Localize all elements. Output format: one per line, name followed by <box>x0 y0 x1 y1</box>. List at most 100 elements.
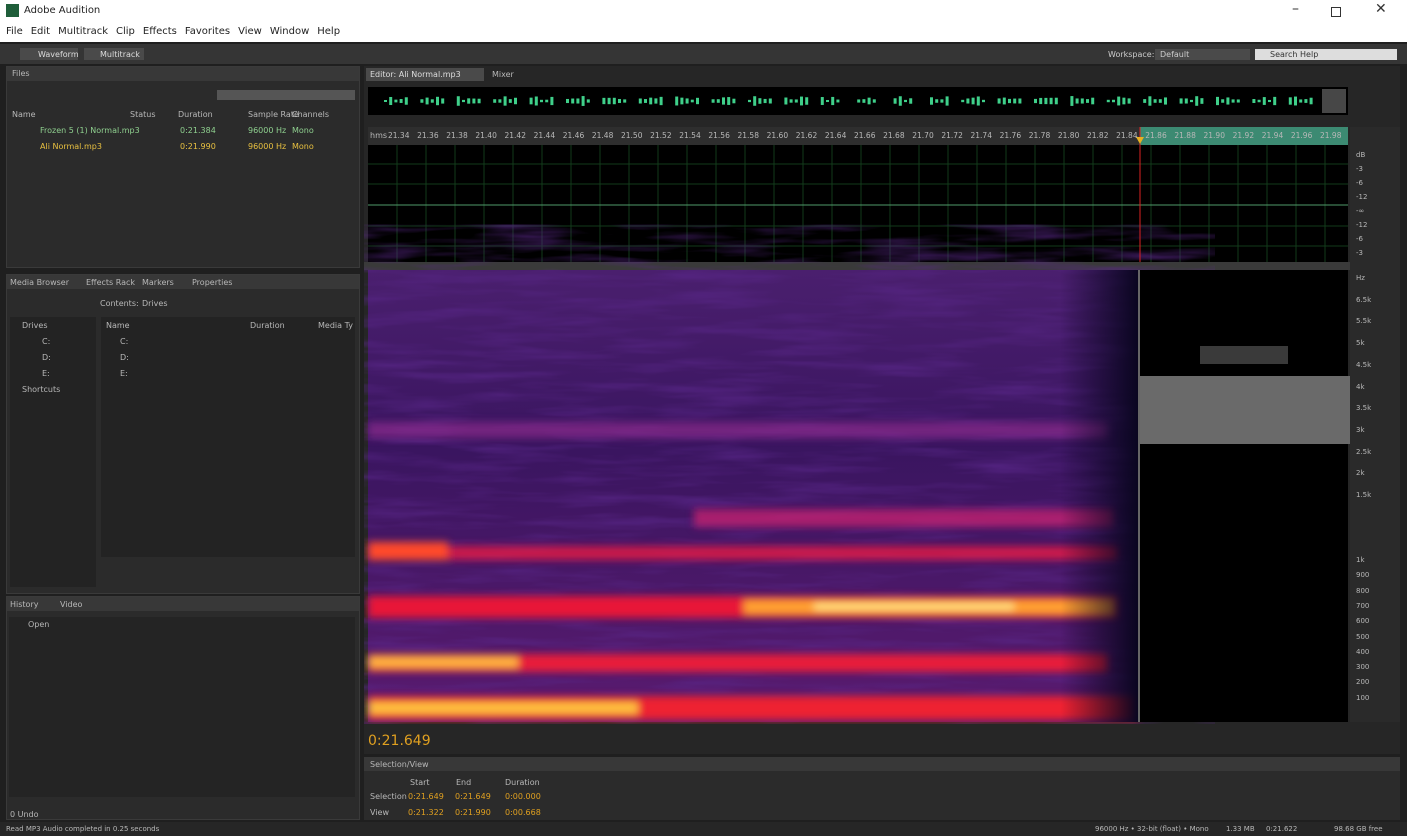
tree-item[interactable]: D: <box>42 353 51 363</box>
hud-toolbar[interactable] <box>1200 346 1288 364</box>
overview-blip <box>1185 98 1188 103</box>
file-cell[interactable]: 96000 Hz <box>248 126 286 136</box>
overview-blip <box>431 99 434 102</box>
panel-tab[interactable]: Media Browser <box>10 278 69 288</box>
overview-blip <box>545 100 548 103</box>
menu-item[interactable]: Effects <box>143 27 177 37</box>
hz-label: 900 <box>1356 570 1369 580</box>
db-label: -6 <box>1356 234 1363 244</box>
menu-item[interactable]: File <box>6 27 23 37</box>
row-label: Selection <box>370 792 407 802</box>
overview-blip <box>1200 98 1203 104</box>
ruler-label: 21.46 <box>563 131 584 141</box>
file-cell[interactable]: 96000 Hz <box>248 142 286 152</box>
maximize[interactable] <box>1331 7 1341 17</box>
panel-tab[interactable]: History <box>10 600 38 610</box>
panel-tab[interactable]: Effects Rack <box>86 278 135 288</box>
overview-blip <box>644 99 647 103</box>
minimize[interactable]: – <box>1292 4 1299 14</box>
overview-blip <box>1273 97 1276 105</box>
overview-blip <box>566 99 569 103</box>
overview-blip <box>961 100 964 102</box>
hz-label: 3k <box>1356 425 1365 435</box>
tree-item[interactable]: Drives <box>22 321 48 331</box>
file-cell[interactable]: Ali Normal.mp3 <box>40 142 102 152</box>
list-item[interactable]: C: <box>120 337 128 347</box>
overview-blip <box>717 99 720 103</box>
db-label: dB <box>1356 150 1365 160</box>
history-panel <box>6 596 360 820</box>
overview-blip <box>1164 97 1167 104</box>
overview-blip <box>795 99 798 102</box>
menu-item[interactable]: Favorites <box>185 27 230 37</box>
app-window: Adobe Audition – ✕ (() => { const data =… <box>0 0 1407 836</box>
menu-item[interactable]: Window <box>270 27 309 37</box>
overview-blip <box>1299 99 1302 102</box>
menu-item[interactable]: Clip <box>116 27 135 37</box>
history-item[interactable]: Open <box>28 620 49 630</box>
menu-item[interactable]: Help <box>317 27 340 37</box>
contents-value[interactable]: Drives <box>142 299 168 309</box>
multitrack-label[interactable]: Multitrack <box>100 50 140 60</box>
overview-blip <box>654 98 657 103</box>
search-placeholder[interactable]: Search Help <box>1270 50 1318 60</box>
overview-blip <box>405 97 408 104</box>
ruler-label: 21.48 <box>592 131 613 141</box>
close[interactable]: ✕ <box>1375 4 1387 14</box>
panel-tab[interactable]: Properties <box>192 278 232 288</box>
overview-blip <box>894 98 897 103</box>
overview-blip <box>1148 96 1151 105</box>
file-cell[interactable]: 0:21.384 <box>180 126 216 136</box>
hud-selection <box>1140 376 1350 444</box>
tree-pane <box>10 317 96 587</box>
mixer-tab[interactable]: Mixer <box>492 70 514 80</box>
menu-item[interactable]: Edit <box>31 27 50 37</box>
files-tab[interactable]: Files <box>12 69 30 79</box>
time-value: 0:00.000 <box>505 792 541 802</box>
file-cell[interactable]: Mono <box>292 126 314 136</box>
workspace-value[interactable]: Default <box>1160 50 1189 60</box>
overview-blip <box>1070 96 1073 106</box>
menu-item[interactable]: Multitrack <box>58 27 108 37</box>
overview-blip <box>680 98 683 105</box>
file-cell[interactable]: Frozen 5 (1) Normal.mp3 <box>40 126 140 136</box>
hz-label: 200 <box>1356 677 1369 687</box>
app-icon <box>6 4 19 17</box>
db-label: -3 <box>1356 248 1363 258</box>
overview-blip <box>1221 99 1224 103</box>
overview-blip <box>462 100 465 102</box>
tree-item[interactable]: E: <box>42 369 50 379</box>
ruler-label: 21.36 <box>417 131 438 141</box>
menu-item[interactable]: View <box>238 27 262 37</box>
ruler-label: 21.40 <box>475 131 496 141</box>
current-time: 0:21.649 <box>368 733 431 749</box>
ruler-label: 21.62 <box>796 131 817 141</box>
overview-blip <box>722 97 725 104</box>
overview-blip <box>436 97 439 105</box>
list-item[interactable]: E: <box>120 369 128 379</box>
waveform-label[interactable]: Waveform <box>38 50 79 60</box>
editor-tab[interactable]: Editor: Ali Normal.mp3 <box>370 70 461 80</box>
list-item[interactable]: D: <box>120 353 129 363</box>
file-cell[interactable]: Mono <box>292 142 314 152</box>
tree-item[interactable]: C: <box>42 337 50 347</box>
overview-range[interactable] <box>1322 89 1346 113</box>
tree-item[interactable]: Shortcuts <box>22 385 60 395</box>
time-value: 0:00.668 <box>505 808 541 818</box>
file-cell[interactable]: 0:21.990 <box>180 142 216 152</box>
ruler-label: 21.98 <box>1320 131 1341 141</box>
panel-tab[interactable]: Markers <box>142 278 174 288</box>
column-header: Status <box>130 110 156 120</box>
overview-blip <box>660 97 663 105</box>
panel-tab[interactable]: Video <box>60 600 82 610</box>
overview-blip <box>1232 99 1235 102</box>
column-header: Media Ty <box>318 321 353 331</box>
overview-blip <box>821 97 824 105</box>
overview-blip <box>1258 100 1261 102</box>
column-header: Name <box>12 110 36 120</box>
ruler-label: 21.50 <box>621 131 642 141</box>
panel-tab[interactable]: Selection/View <box>370 760 429 770</box>
db-label: -3 <box>1356 164 1363 174</box>
files-search[interactable] <box>217 90 355 100</box>
overview-blip <box>972 98 975 105</box>
